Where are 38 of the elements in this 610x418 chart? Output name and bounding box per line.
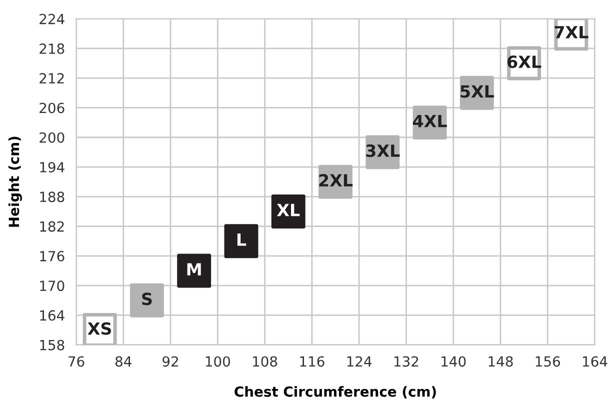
y-tick-label: 158	[40, 340, 64, 350]
x-tick-label: 124	[347, 356, 372, 367]
y-tick-label: 176	[40, 250, 64, 262]
x-tick-label: 164	[583, 356, 608, 367]
x-tick-label: 156	[536, 356, 560, 367]
x-tick-label: 76	[68, 356, 84, 367]
annotation: 7XL	[554, 26, 588, 38]
y-tick-label: 194	[40, 162, 64, 172]
x-tick-label: 116	[300, 356, 324, 367]
annotation: 3XL	[366, 144, 400, 158]
x-tick-label: 108	[253, 356, 278, 367]
x-tick-label: 100	[206, 356, 230, 367]
x-tick-label: 84	[115, 356, 132, 367]
annotation: M	[187, 263, 201, 276]
annotation: 5XL	[460, 85, 494, 98]
y-tick-label: 170	[40, 280, 64, 292]
annotation: 2XL	[319, 174, 353, 186]
y-tick-label: 218	[40, 43, 64, 54]
annotation: 4XL	[412, 115, 447, 128]
y-tick-label: 224	[40, 14, 64, 24]
y-tick-label: 182	[40, 221, 64, 232]
y-tick-label: 206	[40, 102, 64, 114]
y-tick-label: 200	[40, 132, 64, 143]
x-tick-label: 148	[488, 356, 513, 367]
annotation: S	[142, 292, 152, 306]
x-tick-label: 140	[442, 356, 466, 367]
x-tick-label: 92	[162, 356, 178, 367]
y-tick-label: 188	[40, 192, 64, 202]
annotation: L	[237, 234, 246, 246]
x-axis-title: Chest Circumference (cm)	[234, 386, 436, 398]
y-tick-label: 164	[40, 310, 64, 321]
annotation: 6XL	[508, 56, 542, 68]
annotation: XS	[88, 322, 112, 335]
point	[224, 224, 258, 258]
y-tick-label: 212	[40, 73, 64, 84]
y-axis-title: Height (cm)	[8, 136, 22, 227]
annotation: XL	[276, 204, 300, 216]
x-tick-label: 132	[394, 356, 418, 367]
